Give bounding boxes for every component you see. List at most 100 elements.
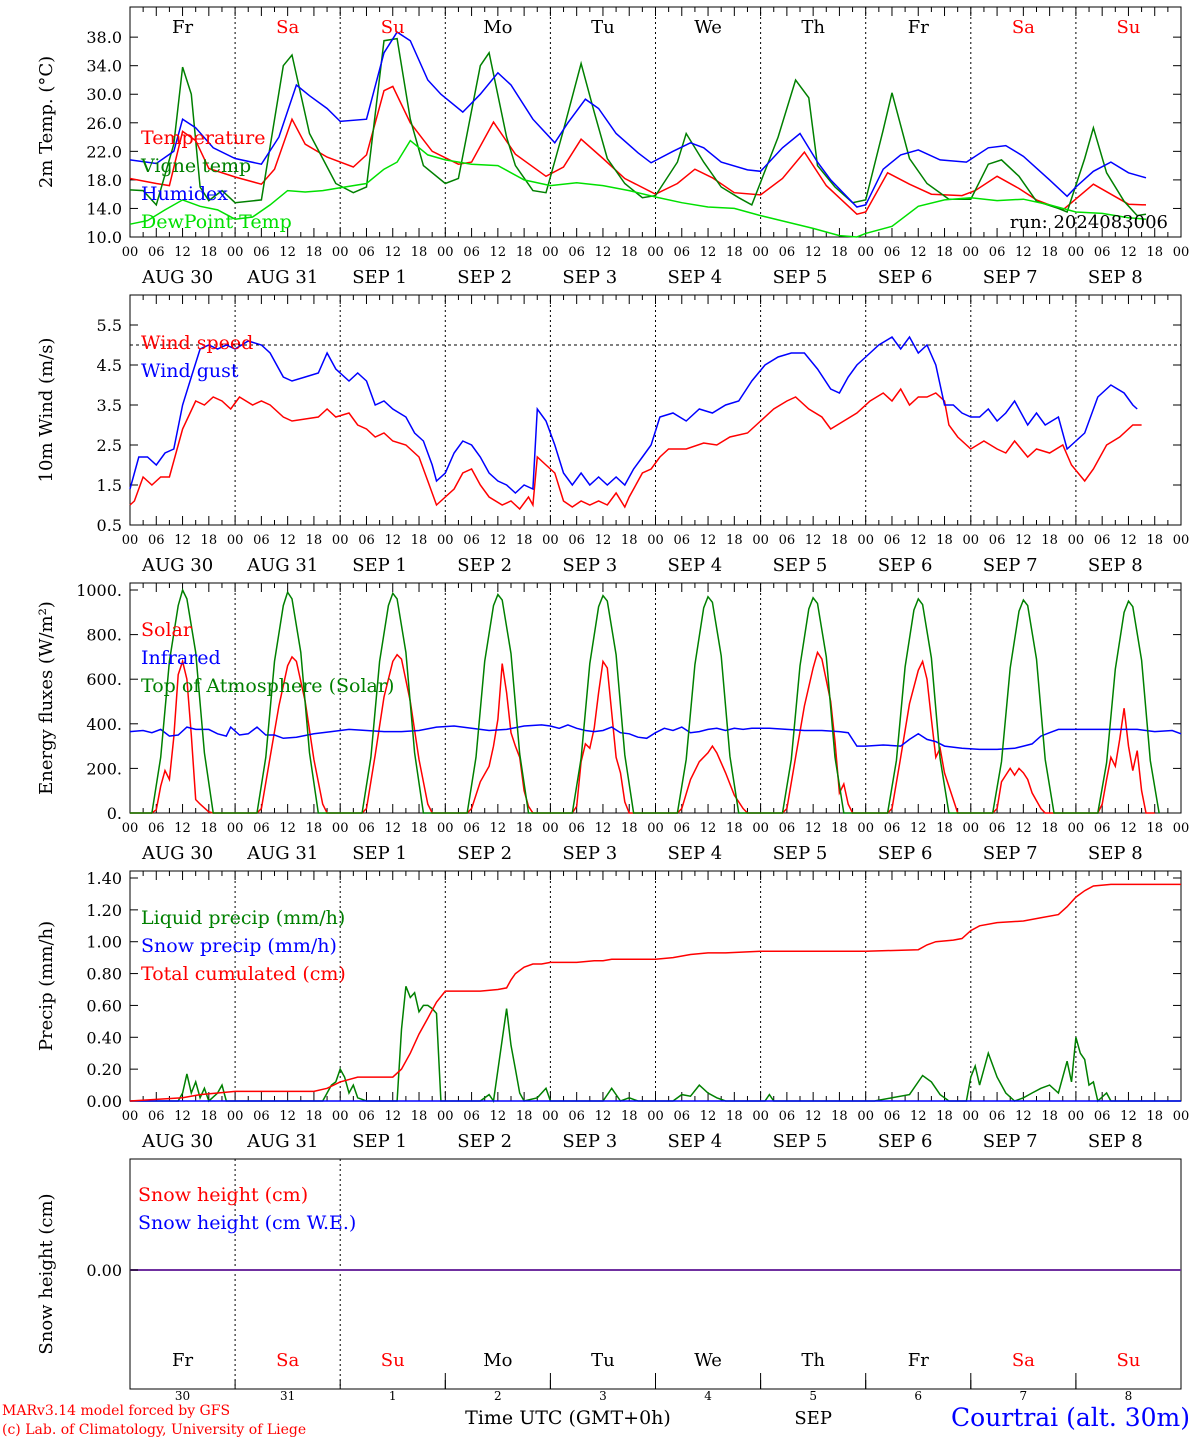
legend-entry: Infrared [141,647,221,669]
x-hour-label: 00 [857,533,874,548]
panel-energy: 0. 200. 400. 600. 800. 1000. 00 06 12 18 00 06 12 18 0… [36,581,1189,864]
x-hour-label: 18 [936,821,953,836]
x-hour-label: 12 [1015,533,1032,548]
x-hour-label: 12 [1015,821,1032,836]
y-tick-label: 0.00 [86,1092,122,1111]
legend-entry: Snow height (cm) [138,1184,308,1206]
day-number-label: 8 [1125,1389,1133,1403]
x-date-label: AUG 31 [246,267,318,288]
y-tick-label: 18.0 [86,171,122,190]
x-date-label: SEP 8 [1088,843,1143,864]
x-hour-label: 12 [700,821,717,836]
y-tick-label: 26.0 [86,114,122,133]
x-date-label: SEP 3 [562,267,617,288]
weekday-label: Tu [591,1350,615,1371]
x-hour-label: 00 [227,245,244,260]
x-date-label: SEP 7 [983,843,1038,864]
series-solar [130,650,1155,814]
y-tick-label: 4.5 [97,356,122,375]
x-hour-label: 00 [542,1109,559,1124]
x-hour-label: 12 [1120,533,1137,548]
x-hour-label: 00 [227,533,244,548]
y-tick-label: 1.40 [86,869,122,888]
x-hour-label: 18 [306,821,323,836]
x-hour-label: 12 [384,1109,401,1124]
x-date-label: SEP 5 [773,555,828,576]
x-date-label: SEP 6 [878,1131,933,1152]
x-date-label: SEP 2 [457,267,512,288]
x-hour-label: 12 [384,533,401,548]
x-hour-label: 00 [542,245,559,260]
y-tick-label: 400. [86,715,122,734]
x-hour-label: 18 [726,821,743,836]
x-hour-label: 06 [779,533,796,548]
x-hour-label: 06 [884,1109,901,1124]
x-hour-label: 12 [805,533,822,548]
day-number-label: 6 [914,1389,922,1403]
x-hour-label: 06 [674,533,691,548]
x-hour-label: 06 [568,821,585,836]
series-dewpoint-temp [129,139,1147,238]
x-hour-label: 00 [227,1109,244,1124]
x-hour-label: 12 [174,245,191,260]
x-date-label: SEP 3 [562,843,617,864]
y-tick-label: 38.0 [86,28,122,47]
y-axis-label: Snow height (cm) [36,1193,57,1354]
x-date-label: SEP 2 [457,1131,512,1152]
x-hour-label: 06 [148,1109,165,1124]
x-date-label: SEP 8 [1088,555,1143,576]
x-hour-label: 12 [805,1109,822,1124]
x-hour-label: 00 [542,821,559,836]
x-hour-label: 00 [122,533,139,548]
footer-lab-credit: (c) Lab. of Climatology, University of L… [2,1422,306,1438]
weekday-label: We [694,17,722,38]
x-hour-label: 12 [174,1109,191,1124]
legend-entry: Snow precip (mm/h) [141,935,337,957]
y-tick-label: 0.60 [86,996,122,1015]
x-hour-label: 00 [647,821,664,836]
x-hour-label: 18 [726,1109,743,1124]
x-hour-label: 00 [122,245,139,260]
day-number-label: 30 [175,1389,190,1403]
x-hour-label: 18 [1041,821,1058,836]
legend-entry: Wind gust [141,360,239,382]
x-hour-label: 00 [122,1109,139,1124]
x-hour-label: 00 [122,821,139,836]
x-hour-label: 06 [358,821,375,836]
x-hour-label: 06 [568,245,585,260]
x-hour-label: 06 [674,245,691,260]
x-hour-label: 00 [332,533,349,548]
x-hour-label: 06 [568,1109,585,1124]
y-tick-label: 0.80 [86,965,122,984]
series-total-cumulated-cm- [129,883,1181,1102]
x-date-label: SEP 1 [352,555,407,576]
x-hour-label: 00 [857,245,874,260]
weekday-label: Th [801,17,825,38]
x-hour-label: 18 [1146,533,1163,548]
x-hour-label: 12 [174,821,191,836]
weekday-label: Fr [172,17,193,38]
x-hour-label: 18 [936,245,953,260]
x-hour-label: 18 [411,245,428,260]
time-axis-label: Time UTC (GMT+0h) [465,1407,671,1429]
x-hour-label: 18 [621,245,638,260]
x-hour-label: 06 [989,821,1006,836]
x-hour-label: 06 [253,1109,270,1124]
x-hour-label: 18 [201,245,218,260]
weekday-label: Sa [1012,17,1035,38]
x-hour-label: 12 [384,821,401,836]
x-hour-label: 00 [1173,533,1190,548]
x-hour-label: 12 [700,245,717,260]
x-hour-label: 18 [201,821,218,836]
x-hour-label: 00 [752,533,769,548]
x-hour-label: 18 [1041,245,1058,260]
x-hour-label: 12 [174,533,191,548]
day-number-label: 7 [1020,1389,1028,1403]
x-hour-label: 18 [621,1109,638,1124]
y-tick-label: 1000. [76,581,122,600]
weekday-label: Su [381,17,405,38]
x-hour-label: 00 [332,821,349,836]
y-tick-label: 14.0 [86,199,122,218]
x-date-label: AUG 30 [141,1131,213,1152]
series-vigne-temp [129,37,1147,217]
